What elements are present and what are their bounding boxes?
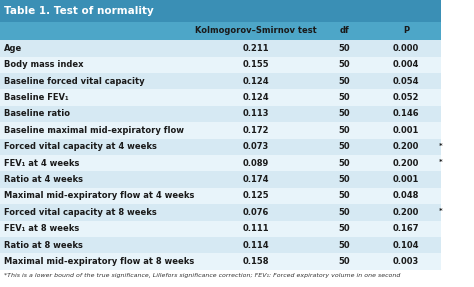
Text: P: P — [403, 26, 409, 35]
Text: 50: 50 — [338, 208, 350, 217]
Text: 0.111: 0.111 — [243, 224, 269, 233]
Text: 50: 50 — [338, 93, 350, 102]
Text: 0.104: 0.104 — [393, 241, 419, 250]
Text: FEV₁ at 8 weeks: FEV₁ at 8 weeks — [4, 224, 80, 233]
Text: FEV₁ at 4 weeks: FEV₁ at 4 weeks — [4, 159, 80, 168]
Text: 0.054: 0.054 — [393, 77, 419, 86]
Text: 0.004: 0.004 — [393, 60, 419, 69]
FancyBboxPatch shape — [0, 89, 441, 106]
Text: *: * — [439, 143, 443, 149]
Text: 0.073: 0.073 — [243, 142, 269, 151]
Text: 0.200: 0.200 — [393, 159, 419, 168]
Text: Forced vital capacity at 4 weeks: Forced vital capacity at 4 weeks — [4, 142, 157, 151]
Text: 50: 50 — [338, 60, 350, 69]
FancyBboxPatch shape — [0, 40, 441, 57]
Text: 0.089: 0.089 — [243, 159, 269, 168]
FancyBboxPatch shape — [0, 122, 441, 139]
FancyBboxPatch shape — [0, 171, 441, 188]
Text: Table 1. Test of normality: Table 1. Test of normality — [4, 6, 154, 16]
Text: 0.052: 0.052 — [393, 93, 419, 102]
Text: 0.172: 0.172 — [243, 126, 269, 135]
FancyBboxPatch shape — [0, 188, 441, 204]
FancyBboxPatch shape — [0, 237, 441, 253]
Text: Baseline FEV₁: Baseline FEV₁ — [4, 93, 69, 102]
Text: Kolmogorov–Smirnov test: Kolmogorov–Smirnov test — [195, 26, 317, 35]
Text: 50: 50 — [338, 257, 350, 266]
Text: Baseline maximal mid-expiratory flow: Baseline maximal mid-expiratory flow — [4, 126, 184, 135]
Text: 0.158: 0.158 — [243, 257, 269, 266]
Text: 50: 50 — [338, 44, 350, 53]
Text: 0.114: 0.114 — [243, 241, 269, 250]
Text: *: * — [439, 159, 443, 165]
Text: 0.200: 0.200 — [393, 142, 419, 151]
Text: 50: 50 — [338, 109, 350, 119]
Text: Forced vital capacity at 8 weeks: Forced vital capacity at 8 weeks — [4, 208, 157, 217]
Text: 50: 50 — [338, 191, 350, 201]
FancyBboxPatch shape — [0, 253, 441, 270]
Text: 0.076: 0.076 — [243, 208, 269, 217]
Text: 50: 50 — [338, 175, 350, 184]
Text: 0.125: 0.125 — [243, 191, 269, 201]
FancyBboxPatch shape — [0, 73, 441, 89]
Text: 0.211: 0.211 — [243, 44, 269, 53]
Text: Baseline forced vital capacity: Baseline forced vital capacity — [4, 77, 145, 86]
Text: 0.167: 0.167 — [393, 224, 419, 233]
FancyBboxPatch shape — [0, 0, 441, 22]
Text: 0.048: 0.048 — [393, 191, 419, 201]
FancyBboxPatch shape — [0, 22, 441, 40]
Text: 50: 50 — [338, 224, 350, 233]
Text: 0.001: 0.001 — [393, 126, 419, 135]
Text: 50: 50 — [338, 241, 350, 250]
FancyBboxPatch shape — [0, 155, 441, 171]
Text: Maximal mid-expiratory flow at 4 weeks: Maximal mid-expiratory flow at 4 weeks — [4, 191, 195, 201]
Text: Age: Age — [4, 44, 23, 53]
Text: 0.174: 0.174 — [243, 175, 269, 184]
Text: 0.003: 0.003 — [393, 257, 419, 266]
Text: 0.200: 0.200 — [393, 208, 419, 217]
Text: 50: 50 — [338, 159, 350, 168]
Text: 0.000: 0.000 — [393, 44, 419, 53]
FancyBboxPatch shape — [0, 57, 441, 73]
Text: Body mass index: Body mass index — [4, 60, 84, 69]
FancyBboxPatch shape — [0, 204, 441, 221]
Text: Ratio at 8 weeks: Ratio at 8 weeks — [4, 241, 83, 250]
FancyBboxPatch shape — [0, 139, 441, 155]
Text: 0.113: 0.113 — [243, 109, 269, 119]
Text: 50: 50 — [338, 77, 350, 86]
Text: 50: 50 — [338, 126, 350, 135]
Text: 0.155: 0.155 — [243, 60, 269, 69]
Text: df: df — [339, 26, 349, 35]
Text: Baseline ratio: Baseline ratio — [4, 109, 71, 119]
Text: 0.146: 0.146 — [392, 109, 419, 119]
Text: 0.001: 0.001 — [393, 175, 419, 184]
Text: Ratio at 4 weeks: Ratio at 4 weeks — [4, 175, 83, 184]
Text: 0.124: 0.124 — [243, 77, 269, 86]
Text: 0.124: 0.124 — [243, 93, 269, 102]
Text: Maximal mid-expiratory flow at 8 weeks: Maximal mid-expiratory flow at 8 weeks — [4, 257, 195, 266]
Text: 50: 50 — [338, 142, 350, 151]
Text: *: * — [439, 208, 443, 214]
FancyBboxPatch shape — [0, 106, 441, 122]
FancyBboxPatch shape — [0, 221, 441, 237]
Text: *This is a lower bound of the true significance, Lillefors significance correcti: *This is a lower bound of the true signi… — [4, 273, 401, 278]
